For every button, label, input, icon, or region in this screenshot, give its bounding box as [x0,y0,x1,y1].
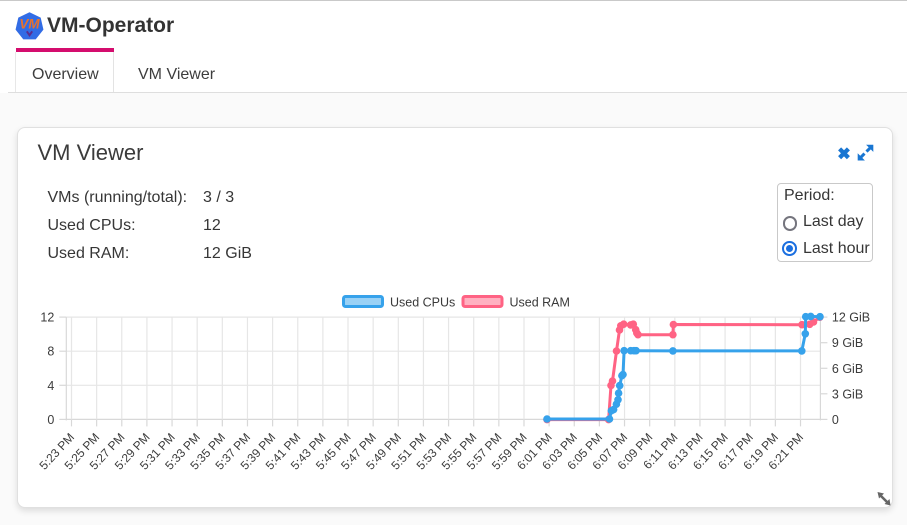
svg-text:0: 0 [47,413,54,427]
svg-text:4: 4 [47,379,54,393]
svg-text:0: 0 [832,413,839,427]
svg-text:8: 8 [47,345,54,359]
svg-text:12 GiB: 12 GiB [832,311,870,325]
svg-text:3 GiB: 3 GiB [832,387,863,401]
svg-text:12: 12 [40,311,54,325]
svg-text:Used RAM: Used RAM [510,296,570,310]
svg-text:VM: VM [19,17,40,32]
svg-text:6 GiB: 6 GiB [832,362,863,376]
svg-text:9 GiB: 9 GiB [832,336,863,350]
svg-text:Used CPUs: Used CPUs [390,296,455,310]
